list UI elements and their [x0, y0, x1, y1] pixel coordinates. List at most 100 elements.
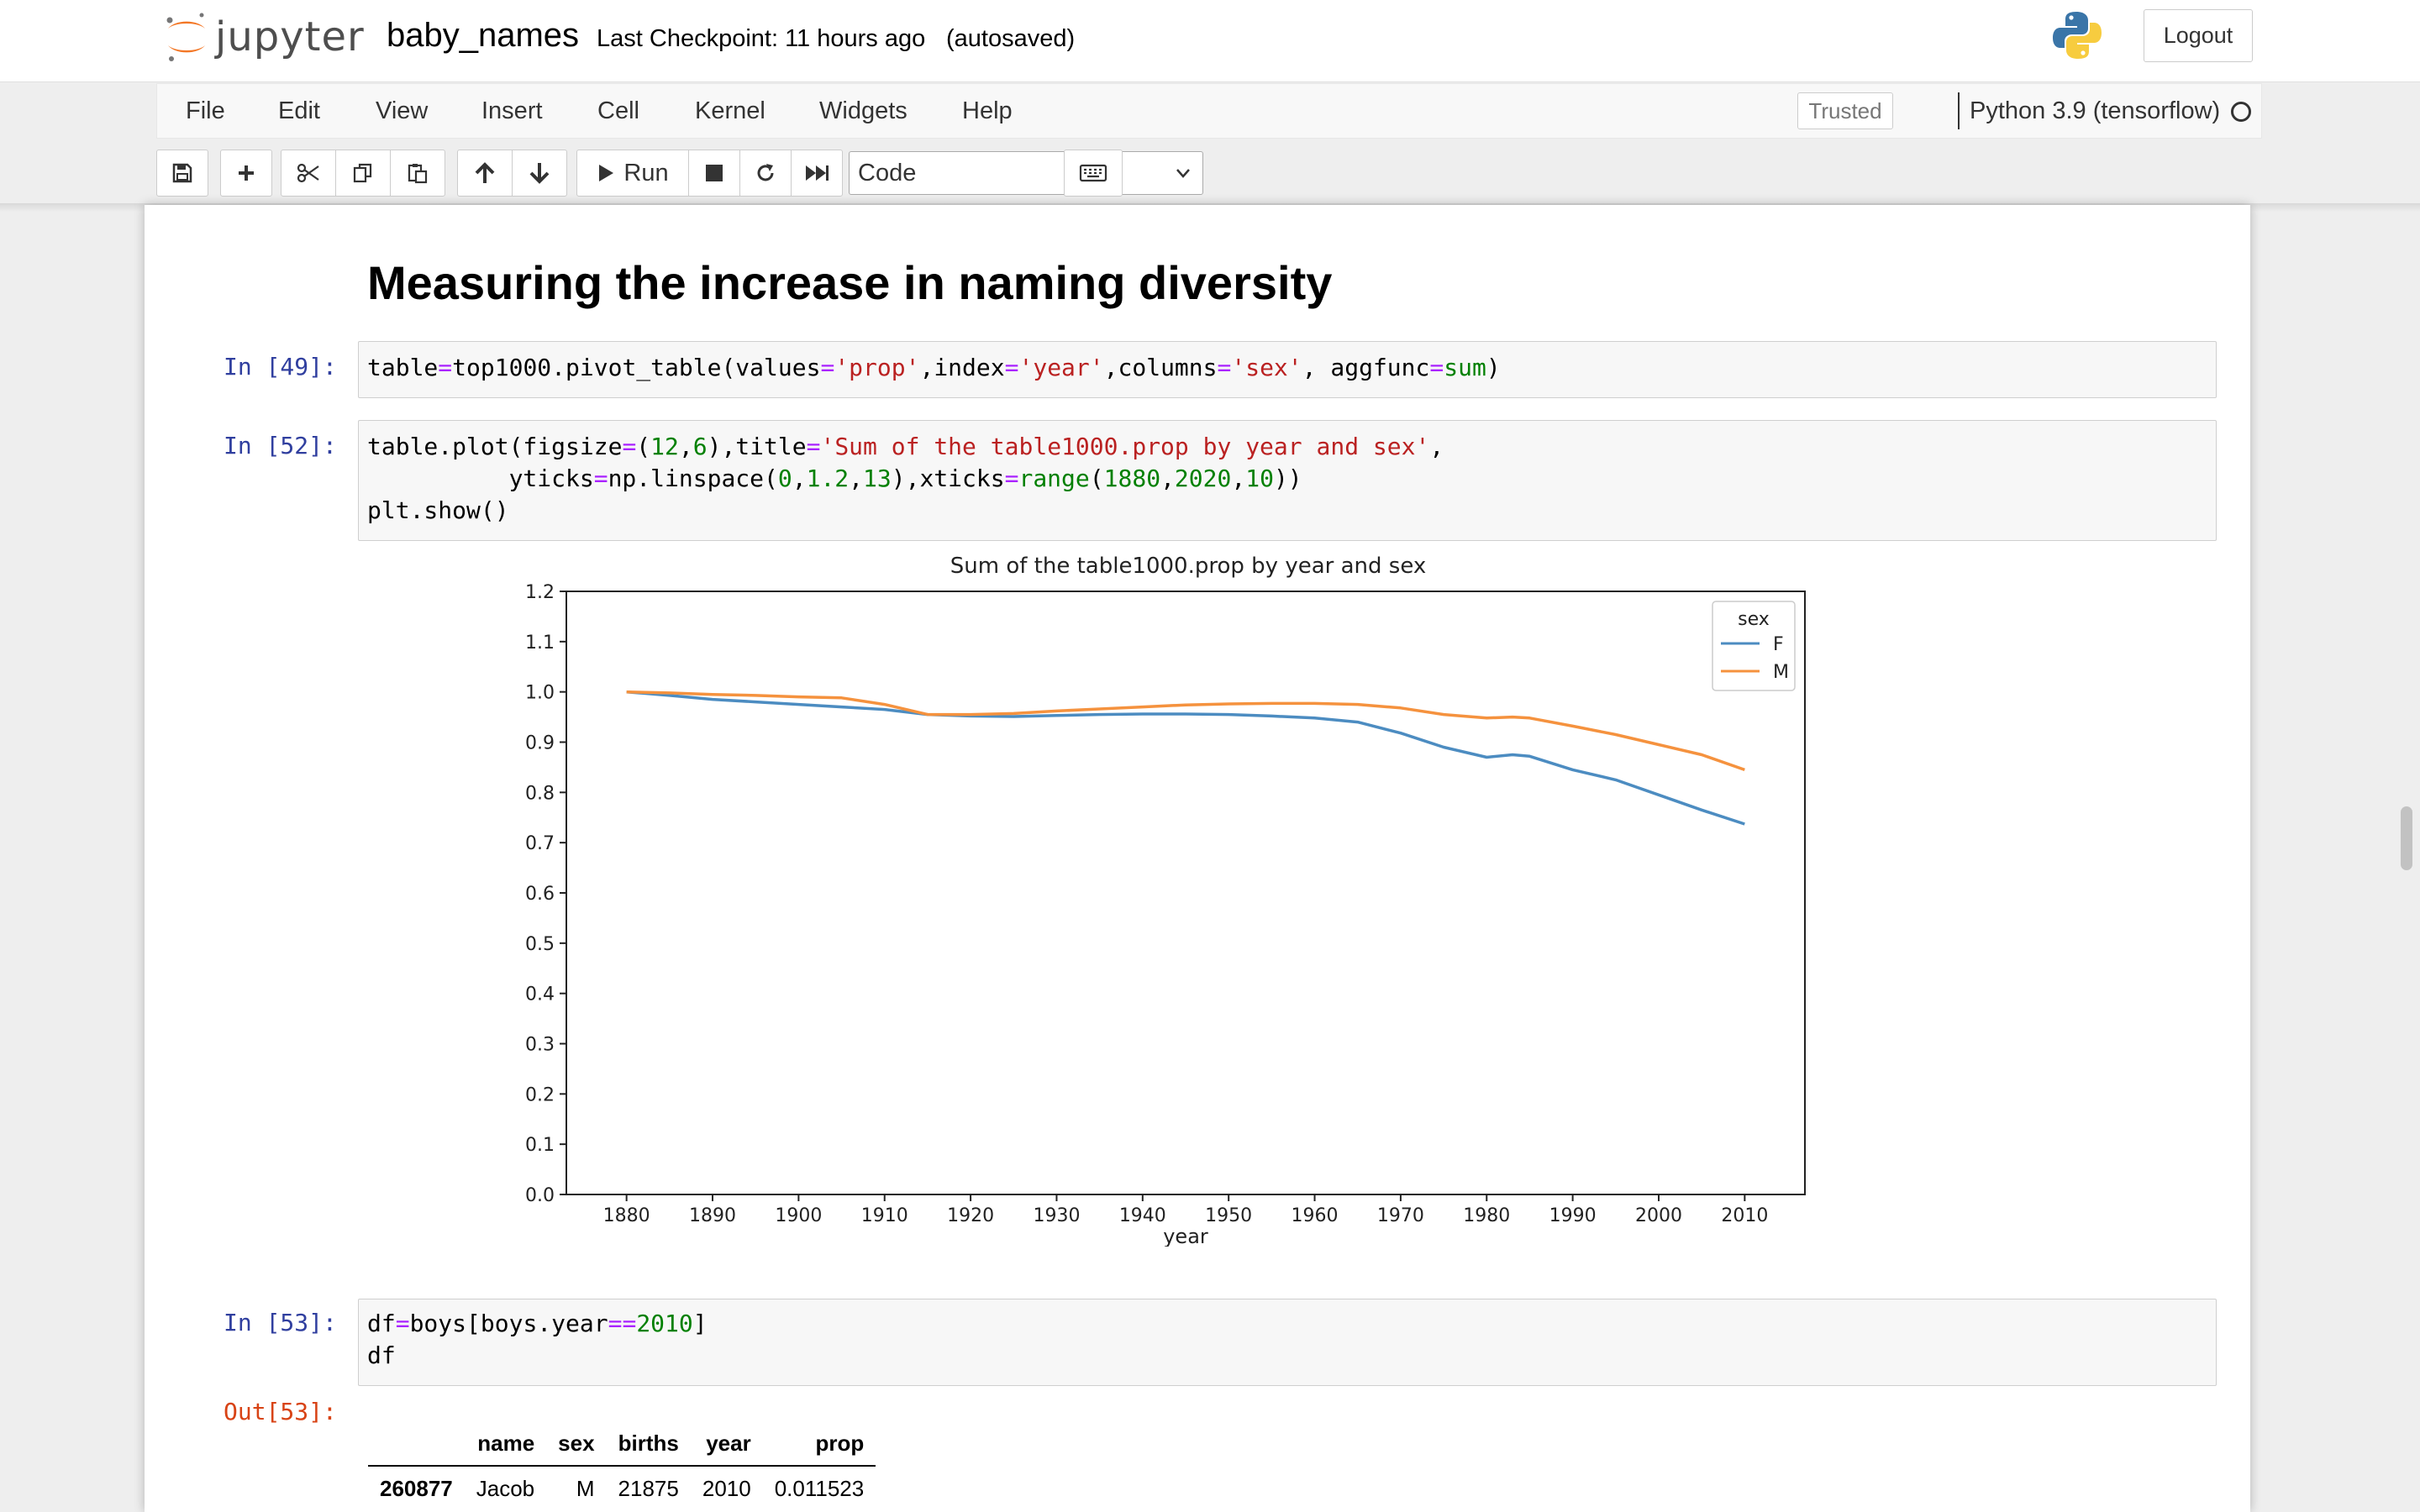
python-logo-icon: [2050, 8, 2104, 62]
paste-button[interactable]: [390, 150, 445, 197]
cell-name: Jacob: [476, 1475, 535, 1501]
menu-help[interactable]: Help: [962, 97, 1013, 124]
x-tick-label: 1950: [1205, 1205, 1252, 1226]
jupyter-logo[interactable]: jupyter: [163, 10, 365, 64]
code-cell-49[interactable]: table=top1000.pivot_table(values='prop',…: [358, 341, 2217, 398]
input-prompt-49: In [49]:: [224, 353, 337, 381]
input-prompt-52: In [52]:: [224, 432, 337, 459]
code-cell-53[interactable]: df=boys[boys.year==2010] df: [358, 1299, 2217, 1386]
save-button[interactable]: [156, 150, 208, 197]
arrow-down-icon: [529, 163, 550, 184]
x-tick-label: 1970: [1377, 1205, 1424, 1226]
keyboard-icon: [1079, 164, 1107, 182]
y-tick-label: 0.1: [525, 1135, 555, 1156]
legend-title: sex: [1738, 609, 1770, 630]
code-line: table=top1000.pivot_table(values='prop',…: [367, 354, 1501, 381]
y-tick-label: 0.8: [525, 783, 555, 804]
menu-view[interactable]: View: [376, 97, 429, 124]
save-icon: [172, 163, 192, 183]
play-icon: [599, 165, 614, 181]
menu-file[interactable]: File: [186, 97, 225, 124]
restart-run-all-button[interactable]: [791, 150, 843, 197]
run-label: Run: [623, 159, 669, 186]
notebook-header: jupyter baby_names Last Checkpoint: 11 h…: [0, 0, 2420, 82]
code-cell-52[interactable]: table.plot(figsize=(12,6),title='Sum of …: [358, 420, 2217, 541]
kernel-name[interactable]: Python 3.9 (tensorflow): [1970, 97, 2221, 124]
autosave-status: (autosaved): [946, 25, 1076, 52]
command-palette-button[interactable]: [1064, 150, 1123, 197]
stop-icon: [706, 165, 723, 181]
insert-cell-button[interactable]: [220, 150, 272, 197]
column-header-births: births: [606, 1421, 691, 1467]
x-tick-label: 1990: [1549, 1205, 1597, 1226]
x-tick-label: 1940: [1119, 1205, 1166, 1226]
move-up-button[interactable]: [457, 150, 513, 197]
fast-forward-icon: [806, 165, 829, 181]
cut-button[interactable]: [281, 150, 336, 197]
column-header-year: year: [690, 1421, 763, 1467]
column-header-prop: prop: [762, 1421, 876, 1467]
y-tick-label: 1.2: [525, 582, 555, 603]
menu-kernel[interactable]: Kernel: [695, 97, 765, 124]
copy-icon: [353, 163, 372, 183]
x-tick-label: 1890: [689, 1205, 736, 1226]
index-header: [368, 1421, 465, 1467]
interrupt-button[interactable]: [688, 150, 740, 197]
copy-button[interactable]: [335, 150, 391, 197]
x-tick-label: 1980: [1463, 1205, 1510, 1226]
x-tick-label: 1900: [775, 1205, 822, 1226]
table-header-row: name sex births year prop: [368, 1421, 876, 1467]
x-axis-label: year: [1163, 1225, 1208, 1247]
chevron-down-icon: [1176, 169, 1190, 178]
menubar: File Edit View Insert Cell Kernel Widget…: [156, 83, 2262, 139]
checkpoint-status: Last Checkpoint: 11 hours ago: [597, 25, 926, 52]
column-header-name: name: [464, 1421, 547, 1467]
logout-button[interactable]: Logout: [2144, 9, 2253, 62]
x-tick-label: 2000: [1635, 1205, 1682, 1226]
kernel-idle-icon: [2231, 102, 2251, 122]
menu-edit[interactable]: Edit: [278, 97, 320, 124]
series-line-f: [626, 690, 1745, 826]
cell-births: 21875: [618, 1475, 679, 1501]
chart-title: Sum of the table1000.prop by year and se…: [950, 554, 1427, 579]
markdown-heading[interactable]: Measuring the increase in naming diversi…: [367, 256, 1333, 309]
x-tick-label: 1930: [1033, 1205, 1080, 1226]
y-tick-label: 0.0: [525, 1185, 555, 1206]
menu-insert[interactable]: Insert: [481, 97, 543, 124]
y-tick-label: 1.0: [525, 683, 555, 704]
legend: sex F M: [1712, 601, 1796, 691]
x-tick-label: 1920: [947, 1205, 994, 1226]
menu-cell[interactable]: Cell: [597, 97, 639, 124]
cell-type-select[interactable]: Code: [849, 151, 1203, 195]
y-tick-label: 0.3: [525, 1035, 555, 1056]
y-tick-label: 0.7: [525, 833, 555, 854]
notebook-container: Measuring the increase in naming diversi…: [145, 205, 2250, 1512]
restart-button[interactable]: [739, 150, 792, 197]
run-button[interactable]: Run: [576, 150, 689, 197]
cell-sex: M: [576, 1475, 595, 1501]
trusted-indicator[interactable]: Trusted: [1797, 92, 1893, 129]
table-row: 260877 Jacob M 21875 2010 0.011523: [368, 1466, 876, 1510]
kernel-divider: [1958, 92, 1960, 129]
notebook-name[interactable]: baby_names: [387, 17, 580, 54]
y-tick-label: 0.5: [525, 934, 555, 955]
legend-label-m: M: [1773, 662, 1789, 683]
input-prompt-53: In [53]:: [224, 1309, 337, 1336]
legend-label-f: F: [1773, 634, 1784, 655]
menu-widgets[interactable]: Widgets: [819, 97, 908, 124]
plus-icon: [239, 165, 254, 181]
scrollbar-thumb[interactable]: [2401, 806, 2412, 870]
arrow-up-icon: [475, 162, 495, 183]
x-tick-label: 2010: [1721, 1205, 1768, 1226]
line-chart: Sum of the table1000.prop by year and se…: [525, 541, 1828, 1248]
scissors-icon: [297, 163, 319, 183]
cell-prop: 0.011523: [774, 1475, 865, 1501]
code-line: yticks=np.linspace(0,1.2,13),xticks=rang…: [367, 465, 1302, 492]
row-index: 260877: [380, 1475, 453, 1501]
toolbar: Run Code: [156, 150, 2265, 200]
code-line: df: [367, 1341, 396, 1369]
y-tick-label: 0.9: [525, 733, 555, 754]
move-down-button[interactable]: [512, 150, 567, 197]
restart-icon: [757, 164, 774, 181]
output-prompt-53: Out[53]:: [224, 1398, 337, 1425]
